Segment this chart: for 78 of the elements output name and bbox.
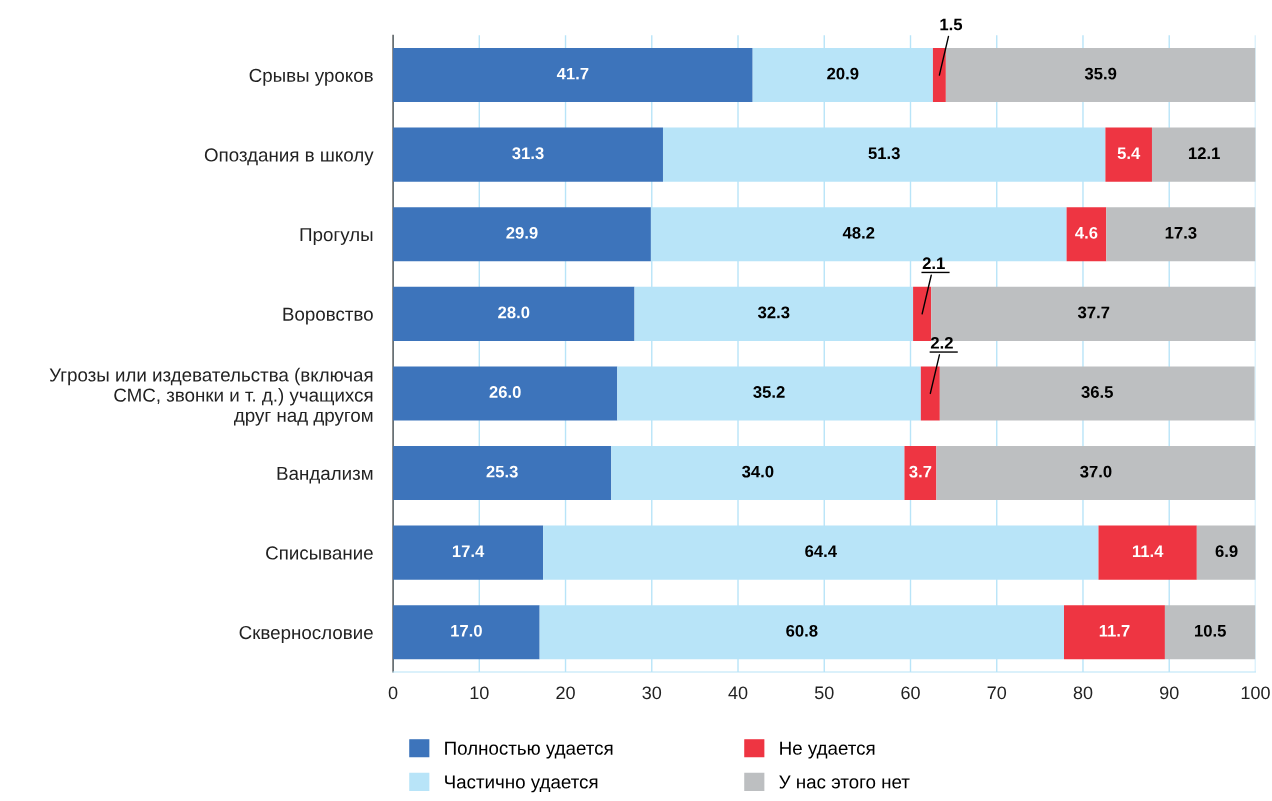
x-tick-label: 60 [901,686,920,700]
data-label: 5.4 [1117,147,1141,160]
data-label: 10.5 [1195,624,1226,637]
data-label: 48.2 [842,226,875,239]
data-label: 20.9 [827,67,859,80]
data-label: 3.7 [909,465,932,478]
bar [1066,207,1107,262]
x-tick-label: 70 [987,686,1007,700]
data-label: 17.3 [1165,226,1197,239]
y-tick-label: Сквернословие [239,625,373,643]
bar [393,445,612,501]
bar [393,47,753,103]
data-label: 12.1 [1188,147,1220,159]
data-label: 35.9 [1084,67,1117,80]
bar [904,445,937,501]
bar [1064,605,1165,660]
data-label: 29.9 [506,226,538,239]
data-label: 36.5 [1081,386,1113,398]
bar [920,366,940,421]
legend-label: Частично удается [445,775,598,793]
legend-label: У нас этого нет [779,775,910,789]
bar [939,366,1255,421]
x-tick-label: 50 [814,686,834,700]
y-tick-label: Вандализм [277,466,373,484]
data-label: 51.3 [868,147,900,160]
x-tick-label: 10 [470,686,489,700]
data-label: 28.0 [498,306,530,319]
data-label: 37.7 [1077,306,1110,319]
data-label: 4.6 [1075,226,1098,239]
legend-label: Полностью удается [445,741,613,759]
data-label: 41.7 [556,67,589,80]
bar [1105,127,1152,182]
y-tick-label: Списывание [266,546,373,560]
x-tick-label: 0 [388,686,398,700]
data-label: 25.3 [486,465,518,478]
data-label: 6.9 [1215,545,1238,558]
x-tick-label: 90 [1160,686,1179,700]
x-tick-label: 100 [1241,686,1270,700]
data-label: 17.0 [451,624,482,637]
bar [1164,605,1256,660]
bar [393,207,651,262]
legend-label: Не удается [780,741,875,759]
data-label: 32.3 [757,306,790,319]
data-label: 31.3 [512,147,544,160]
data-label: 35.2 [753,386,785,398]
data-label: 37.0 [1080,465,1112,478]
bar [393,127,663,182]
y-tick-label: Срывы уроков [249,68,373,86]
bar [393,525,544,580]
data-label: 11.4 [1132,545,1164,557]
y-tick-label: Опоздания в школу [204,148,374,166]
bar [936,445,1256,501]
x-tick-label: 30 [642,686,662,700]
bar [945,47,1256,103]
y-tick-label: Воровство [283,307,373,325]
bar [393,286,635,341]
data-label: 11.7 [1099,625,1130,637]
bar [932,47,946,103]
data-label: 64.4 [805,545,837,558]
data-label: 2.1 [922,257,945,269]
data-label: 1.5 [940,18,963,31]
bar [913,286,932,341]
y-tick-label: Угрозы или издевательства (включая СМС, звонки и т. д.) учащихся друг над другом [49,367,373,426]
bar [1151,127,1256,182]
bar [1196,525,1256,580]
bar [1106,207,1256,262]
x-tick-label: 40 [728,686,748,700]
bar [1098,525,1197,580]
x-tick-label: 20 [556,686,575,700]
data-label: 34.0 [742,465,774,478]
x-tick-label: 80 [1073,686,1093,700]
bar [393,366,618,421]
data-label: 60.8 [786,624,818,637]
data-label: 17.4 [452,545,485,557]
bar [393,605,540,660]
y-tick-label: Прогулы [300,228,373,245]
data-label: 2.2 [930,336,953,349]
data-label: 26.0 [489,386,521,398]
